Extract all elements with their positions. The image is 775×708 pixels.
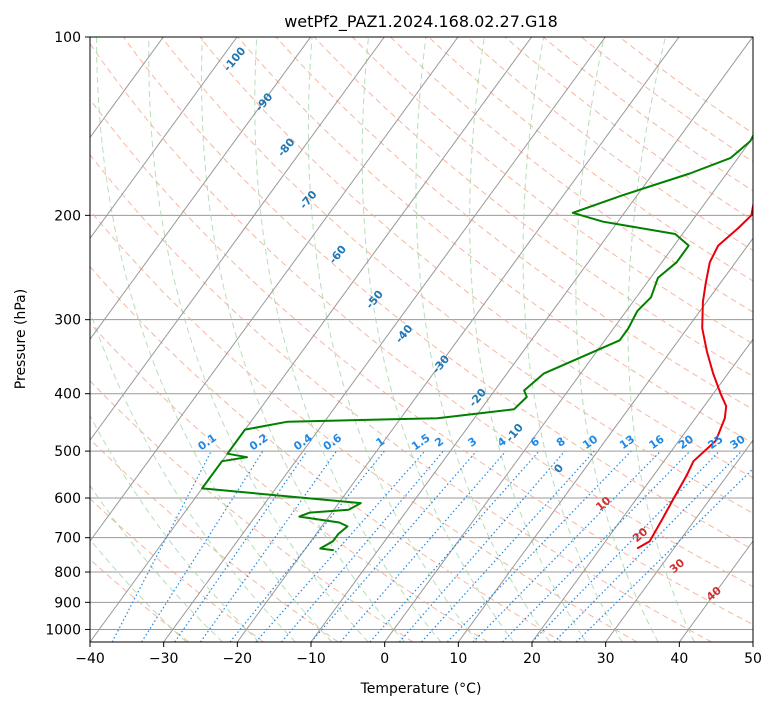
plot-area: [90, 37, 753, 642]
moist-adiabat: [96, 37, 333, 642]
y-tick-label: 600: [54, 491, 81, 507]
dry-adiabat: [90, 153, 712, 642]
y-tick-label: 900: [54, 595, 81, 611]
y-tick-label: 300: [54, 313, 81, 329]
mixing-ratio-line: [553, 450, 743, 642]
moist-adiabat: [307, 37, 478, 642]
x-tick-label: −10: [296, 651, 326, 667]
dry-adiabat: [161, 37, 753, 514]
dry-adiabat: [390, 37, 753, 313]
mixing-ratio-line: [174, 450, 308, 642]
dry-adiabat: [237, 37, 753, 444]
x-axis: −40 −30 −20 −10 0 10 20 30 40 50: [75, 642, 762, 667]
x-tick-label: 10: [449, 651, 467, 667]
moist-adiabat: [361, 37, 514, 642]
isotherm-line: [90, 37, 533, 642]
isotherm-line: [90, 37, 312, 341]
dry-adiabat: [90, 498, 264, 642]
dry-adiabat: [90, 42, 753, 588]
x-tick-label: −30: [149, 651, 179, 667]
moist-adiabat: [148, 37, 369, 642]
y-tick-label: 1000: [45, 622, 81, 638]
mixing-ratio-line: [255, 450, 426, 642]
y-tick-label: 100: [54, 30, 81, 46]
x-tick-label: −40: [75, 651, 105, 667]
isotherm-line: [90, 37, 459, 542]
mixing-ratio-line: [472, 450, 662, 642]
dry-adiabat: [90, 265, 563, 642]
chart-title: wetPf2_PAZ1.2024.168.02.27.G18: [284, 12, 558, 32]
dry-adiabat: [90, 209, 638, 642]
x-tick-label: 40: [670, 651, 688, 667]
x-tick-label: 30: [597, 651, 615, 667]
dry-adiabat: [466, 37, 753, 251]
isotherm-line: [457, 237, 753, 642]
moist-adiabat: [575, 37, 659, 642]
moist-adiabat: [522, 37, 623, 642]
y-tick-label: 800: [54, 565, 81, 581]
mixing-ratio-line: [200, 450, 337, 642]
mixing-ratio-line: [421, 450, 595, 642]
x-tick-label: −20: [223, 651, 253, 667]
isotherm-line: [90, 37, 385, 442]
x-tick-label: 50: [744, 651, 762, 667]
dry-adiabat: [90, 380, 414, 642]
dry-adiabat: [428, 37, 753, 282]
moist-adiabat: [90, 414, 260, 642]
dry-adiabat: [504, 37, 753, 221]
dry-adiabat: [275, 37, 753, 411]
isotherm-line: [163, 37, 606, 642]
mixing-ratio-line: [141, 450, 264, 642]
dry-adiabat: [90, 322, 488, 642]
mixing-ratio-line: [531, 450, 720, 642]
y-tick-label: 700: [54, 531, 81, 547]
x-tick-label: 20: [523, 651, 541, 667]
moist-adiabat: [627, 37, 695, 642]
moist-adiabat: [254, 37, 442, 642]
dry-adiabat: [123, 37, 753, 551]
mixing-ratio-line: [502, 450, 691, 642]
moist-adiabat: [415, 37, 551, 642]
moist-adiabat: [90, 309, 296, 642]
y-axis: 100 200 300 400 500 600 700 800 900 1000: [45, 30, 90, 638]
dewpoint-profile-line: [201, 133, 753, 552]
temperature-profile-line: [636, 200, 753, 550]
isotherm-line: [90, 37, 238, 240]
y-tick-label: 400: [54, 387, 81, 403]
mixing-ratio-line: [369, 450, 540, 642]
y-tick-label: 500: [54, 444, 81, 460]
profile-lines: [201, 133, 753, 552]
plot-frame: [89, 36, 754, 643]
mixing-ratio-line: [281, 450, 444, 642]
dry-adiabat: [90, 98, 753, 626]
y-axis-title: Pressure (hPa): [13, 289, 29, 389]
y-tick-label: 200: [54, 208, 81, 224]
mixing-ratio-line: [575, 467, 753, 642]
moist-adiabat: [200, 37, 405, 642]
x-tick-label: 0: [380, 651, 389, 667]
x-axis-title: Temperature (°C): [360, 681, 482, 697]
isotherm-line: [310, 37, 753, 642]
mixing-ratio-line: [229, 450, 385, 642]
mixing-ratio-line: [446, 450, 632, 642]
background-lines: [90, 37, 753, 642]
